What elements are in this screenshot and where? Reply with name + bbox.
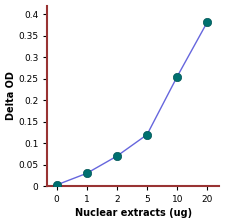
X-axis label: Nuclear extracts (ug): Nuclear extracts (ug) (75, 209, 192, 218)
Point (55, 183, 58, 187)
Point (176, 75, 179, 78)
Point (145, 133, 149, 136)
Point (85, 172, 88, 175)
Y-axis label: Delta OD: Delta OD (6, 71, 16, 120)
Point (115, 154, 119, 158)
Point (206, 20, 209, 24)
